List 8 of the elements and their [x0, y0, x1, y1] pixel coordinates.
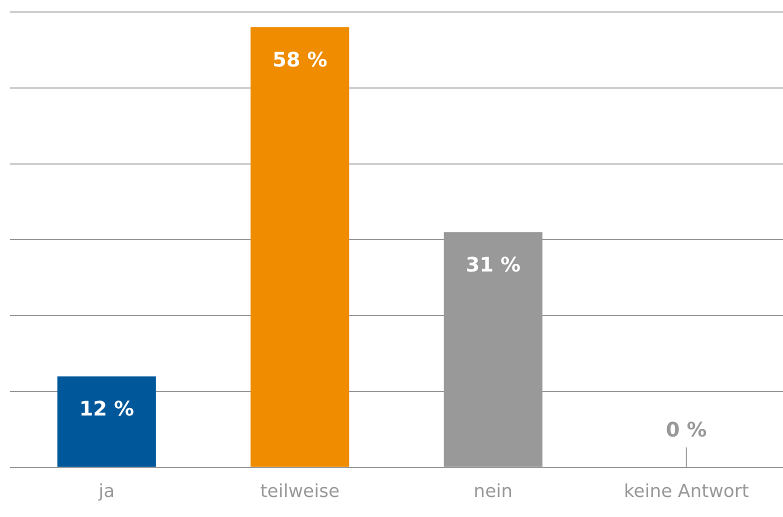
data-label: 58 % [272, 47, 328, 72]
x-tick-label: keine Antwort [624, 480, 749, 502]
x-tick-label: ja [98, 480, 115, 502]
data-label: 0 % [666, 418, 707, 442]
data-label: 31 % [466, 252, 521, 276]
data-label: 12 % [79, 396, 134, 421]
x-tick-label: teilweise [260, 480, 340, 502]
x-tick-label: nein [474, 480, 513, 502]
